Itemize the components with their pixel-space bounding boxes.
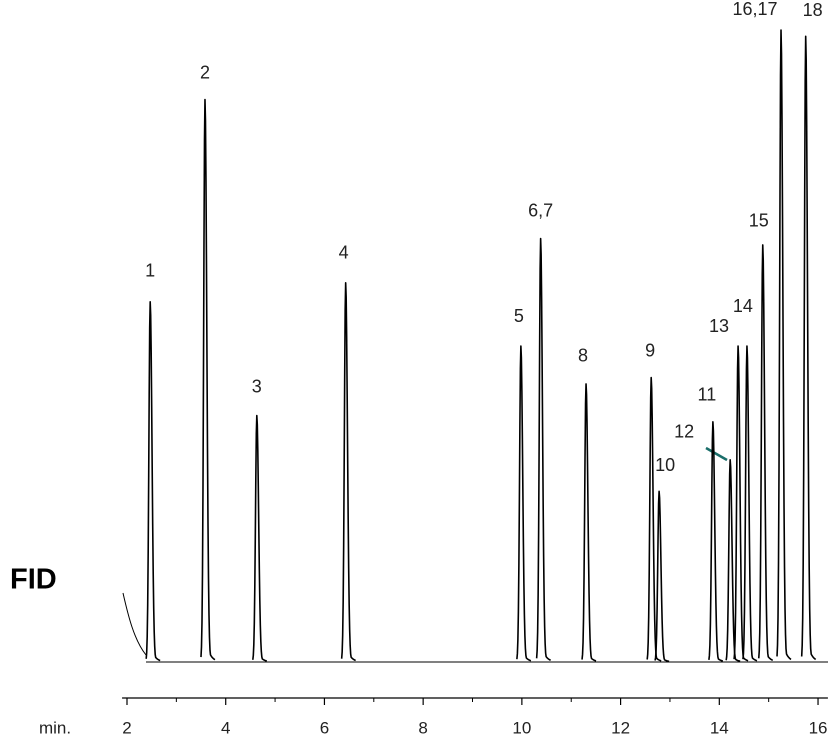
peak-label: 6,7 — [528, 200, 553, 220]
peak — [776, 29, 792, 661]
peak — [340, 282, 356, 662]
x-tick-label: 14 — [710, 718, 729, 737]
peak-label: 2 — [200, 62, 210, 82]
x-tick-label: 12 — [611, 718, 630, 737]
x-tick-label: 10 — [512, 718, 531, 737]
peak — [800, 35, 817, 661]
peak-12-pointer — [705, 446, 728, 462]
x-tick-label: 2 — [122, 718, 131, 737]
peak — [733, 345, 749, 662]
x-tick-label: 4 — [221, 718, 230, 737]
solvent-tail — [122, 592, 147, 656]
x-axis-label: min. — [39, 718, 71, 737]
peak-label: 11 — [698, 385, 717, 405]
peak-label: 18 — [803, 0, 823, 20]
x-tick-label: 16 — [809, 718, 828, 737]
peak-label: 5 — [514, 306, 524, 326]
peak — [757, 244, 774, 662]
peak — [535, 237, 551, 661]
peak-label: 3 — [252, 376, 262, 396]
peak — [646, 376, 662, 662]
peak — [708, 421, 724, 662]
x-tick-label: 8 — [418, 718, 427, 737]
detector-label: FID — [10, 564, 57, 596]
peak-label: 15 — [749, 211, 769, 231]
peak — [742, 345, 758, 662]
peak-label: 13 — [709, 316, 729, 336]
peak-label: 10 — [655, 455, 675, 475]
peak — [145, 300, 161, 662]
peak — [200, 98, 216, 661]
peak-label: 9 — [645, 340, 655, 360]
peak — [654, 490, 670, 663]
peak-label: 8 — [578, 346, 588, 366]
peak-label: 14 — [733, 296, 753, 316]
x-tick-label: 6 — [320, 718, 329, 737]
peak-label: 4 — [339, 243, 349, 263]
peak-label: 16,17 — [732, 0, 777, 19]
peak — [725, 458, 741, 662]
peak — [252, 414, 268, 662]
peak-label: 12 — [674, 422, 694, 442]
peak-label: 1 — [145, 261, 155, 281]
peak — [516, 345, 532, 662]
peak — [581, 383, 597, 662]
